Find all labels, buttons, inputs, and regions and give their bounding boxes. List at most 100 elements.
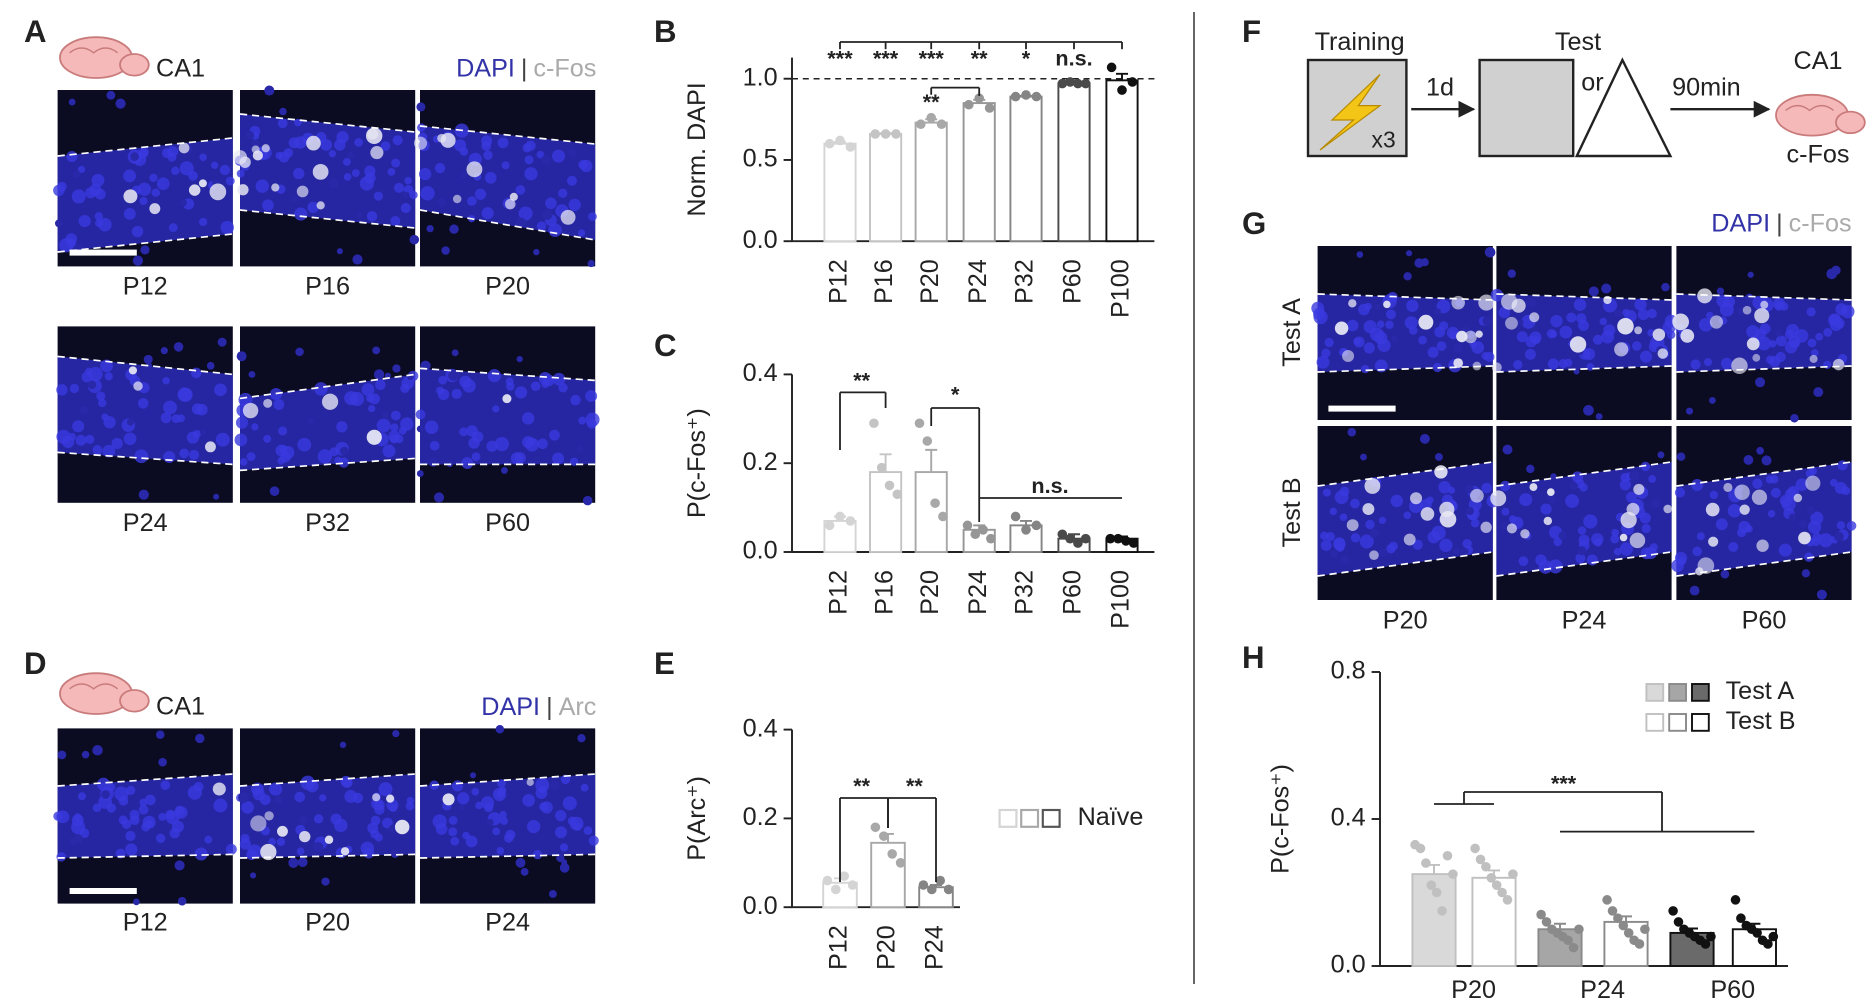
data-point (1105, 533, 1116, 544)
nucleus (1648, 475, 1657, 483)
significance: ** (906, 773, 923, 798)
nucleus (361, 383, 375, 397)
nucleus (1823, 327, 1833, 337)
nucleus (158, 757, 167, 767)
x-tick-label: P32 (1011, 259, 1039, 304)
nucleus (1657, 451, 1665, 459)
nucleus (1601, 283, 1612, 294)
nucleus (1769, 355, 1781, 368)
nucleus (102, 444, 116, 458)
nucleus (321, 877, 330, 886)
nucleus (78, 214, 91, 228)
nucleus (539, 785, 547, 794)
label: P60 (1710, 976, 1755, 1004)
cfos-cell (209, 183, 227, 201)
legend-swatch (1691, 713, 1710, 732)
x-tick-label: P100 (1107, 570, 1135, 629)
nucleus (541, 380, 550, 389)
nucleus (130, 152, 139, 161)
nucleus (1641, 523, 1651, 534)
nucleus (106, 90, 116, 100)
nucleus (1516, 331, 1528, 343)
nucleus (580, 783, 589, 792)
cfos-cell (1617, 317, 1634, 335)
nucleus (481, 141, 492, 151)
nucleus (138, 489, 149, 500)
nucleus (432, 814, 447, 829)
layer-border (57, 355, 233, 376)
cfos-cell (1697, 557, 1715, 575)
cfos-cell (1756, 539, 1769, 552)
nucleus (328, 150, 337, 158)
nucleus (1808, 520, 1822, 534)
nucleus (462, 831, 470, 840)
layer-border (1496, 551, 1672, 577)
label: H (1242, 640, 1265, 675)
cfos-cell (437, 133, 447, 143)
nucleus (241, 801, 254, 814)
nucleus (545, 197, 557, 210)
nucleus (204, 835, 213, 844)
nucleus (373, 191, 384, 201)
nucleus (1547, 495, 1557, 504)
nucleus (480, 796, 495, 810)
nucleus (1507, 269, 1516, 278)
nucleus (100, 359, 113, 373)
nucleus (1334, 490, 1349, 505)
nucleus (213, 798, 228, 813)
data-point (1057, 78, 1068, 89)
nucleus (499, 816, 509, 825)
nucleus (1816, 589, 1827, 600)
nucleus (515, 857, 526, 868)
nucleus (240, 833, 250, 843)
nucleus (72, 170, 81, 179)
cell-layer (420, 774, 596, 858)
data-point (970, 529, 981, 540)
cfos-cell (1705, 502, 1720, 517)
nucleus (1513, 360, 1523, 370)
nucleus (131, 225, 144, 238)
brain-icon (119, 689, 150, 713)
nucleus (530, 381, 541, 392)
nucleus (1360, 453, 1367, 461)
y-tick-label: 0.2 (743, 803, 778, 831)
x-tick-label: P24 (964, 570, 992, 615)
nucleus (246, 452, 256, 462)
stain-label: DAPI | Arc (481, 693, 596, 721)
cfos-cell (239, 156, 251, 168)
nucleus (125, 843, 138, 856)
nucleus (1577, 546, 1587, 556)
cfos-cell (1832, 358, 1845, 371)
nucleus (1613, 547, 1622, 556)
nucleus (555, 810, 567, 822)
label: Test A (1726, 677, 1795, 705)
cfos-cell (1731, 357, 1748, 374)
nucleus (54, 219, 64, 228)
cfos-cell (394, 819, 410, 835)
brain-icon (59, 36, 133, 79)
nucleus (354, 138, 363, 147)
nucleus (238, 791, 249, 803)
nucleus (588, 835, 599, 846)
nucleus (1427, 346, 1439, 358)
nucleus (1378, 516, 1387, 525)
nucleus (1755, 377, 1766, 388)
y-tick-label: 0.5 (743, 145, 778, 173)
cfos-cell (1697, 288, 1713, 304)
nucleus (163, 451, 176, 464)
nucleus (56, 384, 68, 396)
nucleus (171, 414, 181, 423)
nucleus (125, 830, 136, 841)
legend-swatch (1041, 808, 1061, 828)
nucleus (1747, 271, 1754, 278)
nucleus (336, 421, 348, 433)
cfos-cell (1809, 354, 1818, 363)
nucleus (1465, 506, 1474, 516)
nucleus (247, 844, 262, 859)
nucleus (541, 209, 553, 220)
data-point (870, 822, 881, 833)
nucleus (194, 847, 208, 861)
nucleus (85, 434, 95, 445)
nucleus (1720, 569, 1730, 579)
legend-swatch (1020, 808, 1040, 828)
